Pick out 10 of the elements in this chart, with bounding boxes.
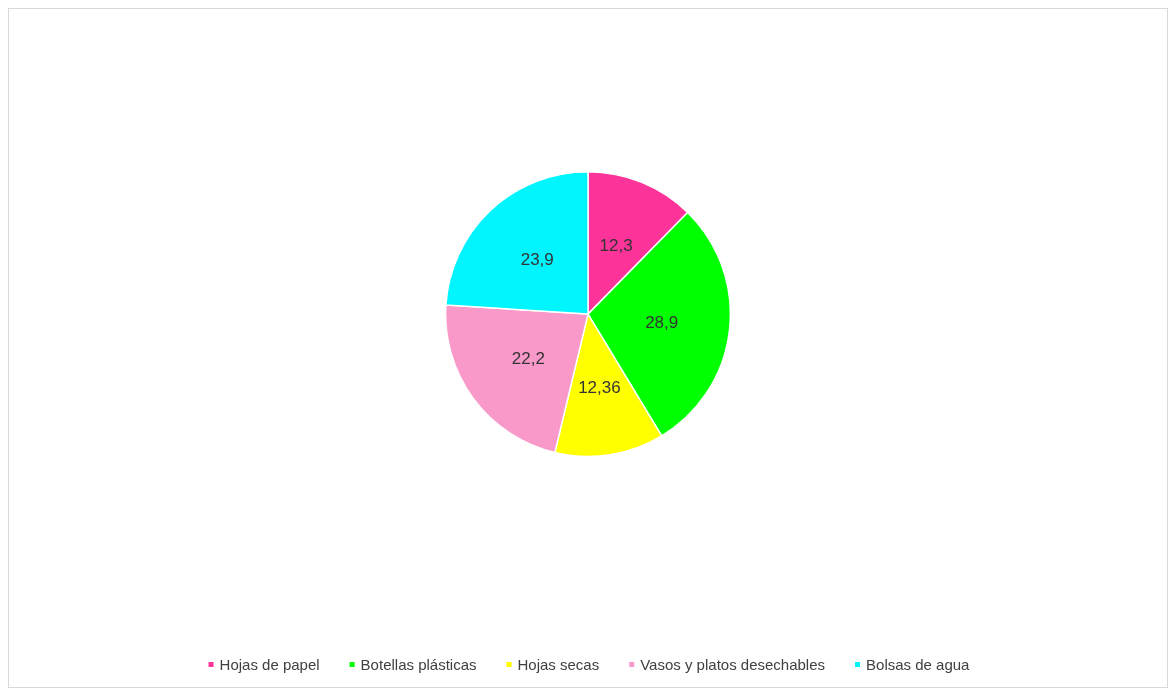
legend-label: Vasos y platos desechables xyxy=(640,656,826,673)
legend-label: Hojas de papel xyxy=(219,656,320,673)
data-label: 12,36 xyxy=(578,377,621,397)
data-label: 28,9 xyxy=(645,313,679,333)
data-label: 12,3 xyxy=(599,235,633,255)
legend-label: Hojas secas xyxy=(517,656,600,673)
data-label: 22,2 xyxy=(511,348,545,368)
data-label: 23,9 xyxy=(520,250,554,270)
legend-label: Bolsas de agua xyxy=(866,656,971,673)
legend-label: Botellas plásticas xyxy=(360,656,477,673)
